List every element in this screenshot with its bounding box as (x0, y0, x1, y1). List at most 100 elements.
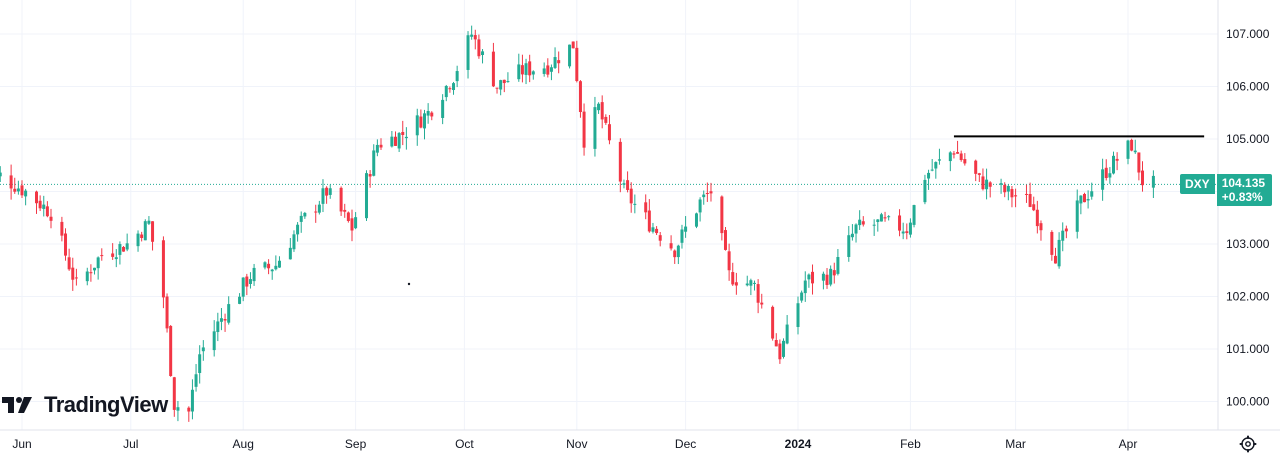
candle-body (796, 303, 800, 327)
candle-body (927, 172, 931, 179)
candle-body (198, 354, 202, 373)
candle-body (1086, 199, 1090, 201)
x-tick-label: Dec (675, 437, 696, 451)
candle-body (1014, 195, 1018, 197)
candle-body (647, 210, 651, 232)
candle-body (190, 389, 194, 412)
candle-body (669, 243, 673, 249)
candle-body (346, 212, 350, 221)
settings-gear-icon[interactable] (1239, 435, 1257, 453)
candle-body (394, 136, 398, 146)
candle-body (314, 211, 318, 213)
candle-body (930, 169, 934, 171)
candle-body (165, 296, 169, 329)
candle-body (734, 282, 738, 286)
candle-body (800, 292, 804, 301)
candle-body (245, 276, 249, 287)
candle-body (499, 80, 503, 90)
candle-body (1101, 169, 1105, 190)
candle-body (49, 216, 53, 221)
candle-body (441, 99, 445, 118)
candle-body (546, 65, 550, 75)
candle-body (821, 273, 825, 281)
candle-body (981, 176, 985, 190)
candle-body (60, 221, 64, 236)
candle-body (296, 224, 300, 235)
candle-body (948, 152, 952, 162)
candle-body (723, 230, 727, 250)
candle-body (905, 231, 909, 234)
candle-body (923, 179, 927, 203)
candle-body (201, 347, 205, 352)
candle-body (136, 233, 140, 247)
tradingview-logo-text: TradingView (44, 392, 168, 417)
candle-body (1090, 191, 1094, 197)
candle-body (248, 279, 252, 284)
candle-body (1079, 195, 1083, 204)
x-tick-label: Jul (123, 437, 138, 451)
candle-body (633, 203, 637, 205)
symbol-price-badge[interactable]: DXY 104.135 +0.83% (1180, 174, 1273, 206)
candle-body (219, 318, 223, 322)
candle-body (328, 188, 332, 195)
candle-body (277, 260, 281, 268)
candle-body (1039, 223, 1043, 231)
candle-body (1082, 193, 1086, 203)
candle-body (372, 150, 376, 176)
candle-body (64, 233, 68, 256)
candle-body (38, 200, 42, 209)
candle-body (9, 175, 13, 189)
candle-body (959, 153, 963, 161)
candle-body (161, 240, 165, 298)
candle-body (956, 152, 960, 154)
candle-body (626, 180, 630, 190)
candle-body (89, 272, 93, 274)
candle-body (988, 182, 992, 187)
candle-body (1075, 200, 1079, 232)
y-axis-ticks: 107.000 106.000 105.000 103.000 102.000 101.0… (1226, 27, 1270, 409)
candle-body (974, 160, 978, 174)
candle-body (325, 187, 329, 196)
candle-body (267, 263, 271, 269)
candle-body (176, 407, 180, 411)
candle-body (74, 277, 78, 279)
candle-body (854, 224, 858, 234)
grid (0, 0, 1218, 430)
candle-body (1137, 152, 1141, 173)
candle-body (655, 228, 659, 234)
candle-body (223, 319, 227, 321)
candle-body (629, 188, 633, 204)
candle-body (0, 172, 2, 177)
candle-body (709, 191, 713, 194)
candle-body (1028, 194, 1032, 207)
y-tick-label: 100.000 (1226, 395, 1270, 409)
candle-body (1141, 170, 1145, 186)
candle-body (1064, 228, 1068, 232)
tradingview-logo[interactable]: TradingView (2, 392, 168, 418)
price-values: 104.135 +0.83% (1216, 174, 1273, 206)
candle-body (803, 280, 807, 294)
candle-body (404, 136, 408, 139)
candle-body (13, 188, 17, 192)
candle-body (1035, 209, 1039, 227)
candle-body (20, 185, 24, 196)
candle-body (216, 321, 220, 333)
candle-body (93, 267, 97, 271)
candle-body (368, 174, 372, 177)
candle-body (582, 111, 586, 148)
candle-body (288, 247, 292, 260)
candle-body (45, 206, 49, 217)
candle-body (542, 68, 546, 74)
candle-body (444, 85, 448, 98)
candle-body (495, 87, 499, 89)
candle-body (684, 226, 688, 232)
candle-body (270, 269, 274, 272)
x-tick-label: Nov (566, 437, 587, 451)
y-tick-label: 106.000 (1226, 80, 1270, 94)
candle-body (760, 302, 764, 305)
candle-body (999, 183, 1003, 185)
candle-body (350, 218, 354, 231)
candle-body (694, 213, 698, 227)
candle-body (727, 251, 731, 271)
